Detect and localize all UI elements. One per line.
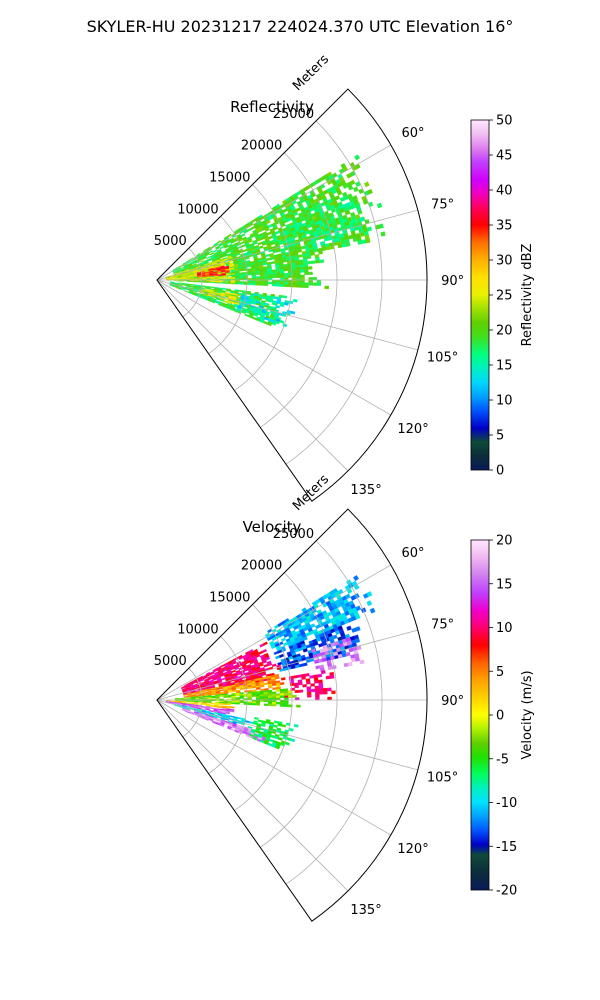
colorbar-tick-label: 10 (496, 621, 513, 636)
colorbar-tick-label: 25 (496, 289, 513, 304)
colorbar-tick-label: 20 (496, 324, 513, 339)
azimuth-gridline (156, 699, 418, 771)
azimuth-tick-label: 60° (402, 126, 425, 141)
reflectivity-panel: Reflectivity 5000 10000 15000 20000 25000 Mete… (154, 52, 535, 502)
range-tick-label: 15000 (209, 591, 250, 606)
azimuth-tick-label: 90° (441, 274, 464, 289)
range-ring (260, 152, 338, 428)
panel-title: Velocity (243, 518, 302, 536)
colorbar-tick-label: 40 (496, 184, 513, 199)
colorbar-tick-label: 50 (496, 114, 513, 129)
polar-grid (156, 540, 427, 892)
azimuth-tick-label: 75° (431, 617, 454, 632)
colorbar-tick-label: -5 (496, 752, 509, 767)
colorbar: -20 -15 -10 -5 0 5 10 15 20 Velocity (m/s) (470, 534, 535, 899)
range-tick-label: 15000 (209, 171, 250, 186)
range-ring (208, 216, 248, 355)
colorbar-tick-label: -10 (496, 796, 517, 811)
range-ring (285, 540, 383, 885)
sector-frame (156, 508, 428, 922)
range-axis-label: Meters (290, 472, 332, 514)
colorbar-tick-label: 30 (496, 254, 513, 269)
azimuth-gridline (156, 564, 392, 701)
colorbar-tick-label: 5 (496, 665, 504, 680)
colorbar-tick-label: -15 (496, 840, 517, 855)
azimuth-gridline (156, 144, 392, 281)
colorbar-tick-label: 5 (496, 429, 504, 444)
echo-region-4 (183, 674, 285, 698)
colorbar-gradient (470, 119, 490, 471)
range-tick-label: 10000 (177, 622, 218, 637)
azimuth-tick-label: 60° (402, 546, 425, 561)
echo-region-2 (310, 637, 365, 672)
polar-grid (156, 120, 427, 472)
range-ring (234, 184, 293, 391)
azimuth-tick-label: 105° (427, 771, 458, 786)
azimuth-gridline (156, 699, 349, 892)
range-tick-label: 20000 (241, 139, 282, 154)
colorbar-tick-label: 45 (496, 149, 513, 164)
panel-title: Reflectivity (230, 98, 314, 116)
azimuth-tick-label: 105° (427, 351, 458, 366)
range-tick-label: 5000 (154, 234, 187, 249)
radar-echo-field (165, 154, 386, 328)
azimuth-gridline (156, 699, 392, 836)
azimuth-gridline (156, 279, 349, 472)
range-ring (208, 636, 248, 775)
azimuth-tick-label: 135° (350, 483, 381, 498)
azimuth-gridline (156, 279, 392, 416)
azimuth-tick-label: 120° (397, 422, 428, 437)
range-ring (285, 120, 383, 465)
velocity-panel: Velocity 5000 10000 15000 20000 25000 Meters 60… (154, 472, 535, 922)
colorbar-tick-label: 0 (496, 464, 504, 479)
range-ring (182, 667, 203, 738)
azimuth-tick-label: 135° (350, 903, 381, 918)
echo-region-8 (165, 700, 235, 715)
colorbar-gradient (470, 539, 490, 891)
range-tick-label: 25000 (273, 107, 314, 122)
figure-suptitle: SKYLER-HU 20231217 224024.370 UTC Elevat… (87, 17, 514, 36)
range-tick-label: 10000 (177, 202, 218, 217)
azimuth-tick-label: 120° (397, 842, 428, 857)
colorbar: 0 5 10 15 20 25 30 35 40 45 50 Reflectivity dBZ (470, 114, 535, 479)
colorbar-tick-label: 35 (496, 219, 513, 234)
range-axis-label: Meters (290, 52, 332, 94)
colorbar-tick-label: 15 (496, 577, 513, 592)
range-ring (234, 604, 293, 811)
range-tick-label: 5000 (154, 654, 187, 669)
range-tick-label: 20000 (241, 559, 282, 574)
range-ring (260, 572, 338, 848)
colorbar-tick-label: 10 (496, 394, 513, 409)
azimuth-tick-label: 75° (431, 197, 454, 212)
colorbar-label: Reflectivity dBZ (520, 244, 535, 347)
sector-frame (156, 88, 428, 502)
range-tick-label: 25000 (273, 527, 314, 542)
range-ring (182, 247, 203, 318)
azimuth-tick-label: 90° (441, 694, 464, 709)
colorbar-label: Velocity (m/s) (520, 670, 535, 759)
colorbar-tick-label: 15 (496, 359, 513, 374)
echo-region-7 (165, 700, 235, 710)
echo-region-10 (181, 708, 276, 743)
echo-region-5 (196, 265, 230, 278)
colorbar-tick-label: 0 (496, 709, 504, 724)
azimuth-gridline (156, 629, 418, 701)
azimuth-gridline (156, 279, 418, 351)
colorbar-tick-label: 20 (496, 534, 513, 549)
echo-region-0 (264, 575, 376, 652)
colorbar-tick-label: -20 (496, 884, 517, 899)
azimuth-gridline (156, 209, 418, 281)
echo-region-7 (282, 198, 370, 253)
